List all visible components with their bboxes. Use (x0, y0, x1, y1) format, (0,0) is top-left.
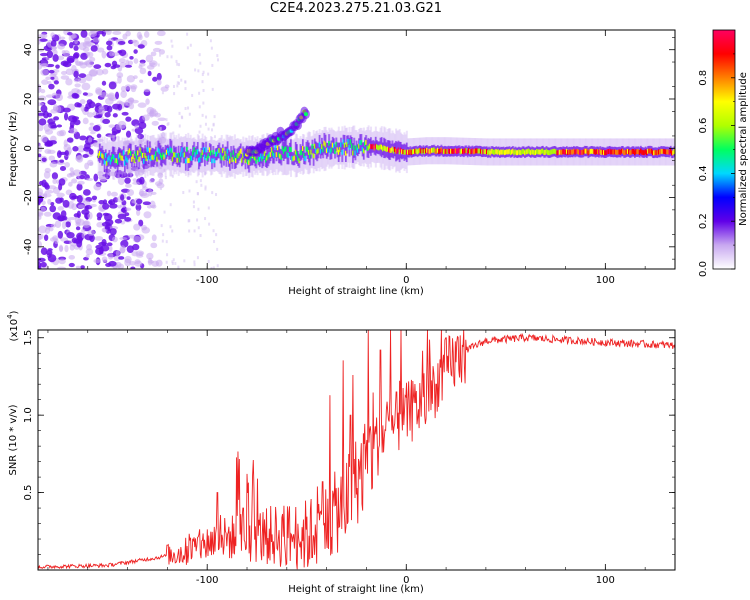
colorbar-tick-label-0.8: 0.8 (698, 70, 709, 86)
spectrogram-panel: -100 0 100 -40 -20 0 20 40 Height of straight l… (8, 29, 676, 297)
spectrogram-image (38, 30, 675, 269)
snr-ytick-label-1.5: 1.5 (23, 330, 34, 346)
figure-title: C2E4.2023.275.21.03.G21 (269, 1, 443, 16)
snr-xtick-label--100: -100 (196, 575, 219, 586)
spectrogram-ytick-label--40: -40 (23, 239, 34, 255)
snr-ytick-label-1.0: 1.0 (23, 407, 34, 423)
colorbar-ticks: 0.0 0.2 0.4 0.6 0.8 (698, 53, 735, 277)
colorbar: 0.0 0.2 0.4 0.6 0.8 Normalized spectral ampl… (698, 29, 749, 277)
spectrogram-xtick-label-0: 0 (403, 275, 409, 286)
snr-xtick-label-0: 0 (403, 575, 409, 586)
snr-series-line (38, 330, 675, 570)
snr-ticks: -100 0 100 0.5 1.0 1.5 (23, 330, 675, 586)
colorbar-scale (712, 29, 736, 270)
spectrogram-ytick-label-20: 20 (23, 93, 34, 106)
colorbar-tick-label-0.4: 0.4 (698, 165, 709, 181)
spectrogram-ytick-label-40: 40 (23, 43, 34, 56)
snr-panel: -100 0 100 0.5 1.0 1.5 Height of straight lin… (6, 310, 676, 595)
spectrogram-xtick-label--100: -100 (196, 275, 219, 286)
snr-ytick-label-0.5: 0.5 (23, 485, 34, 501)
spectrogram-y-axis-label: Frequency (Hz) (8, 111, 19, 187)
snr-y-axis-label: SNR (10 * v/v) (8, 404, 19, 475)
spectrogram-xtick-label-100: 100 (596, 275, 615, 286)
colorbar-label: Normalized spectral amplitude (738, 72, 749, 226)
spectrogram-ytick-label-0: 0 (23, 145, 34, 151)
colorbar-tick-label-0.2: 0.2 (698, 213, 709, 229)
snr-frame (37, 329, 676, 571)
snr-y-multiplier: (x104) (6, 310, 20, 341)
spectrogram-ytick-label--20: -20 (23, 189, 34, 205)
colorbar-tick-label-0.0: 0.0 (698, 261, 709, 277)
snr-x-axis-label: Height of straight line (km) (288, 584, 424, 595)
spectrogram-ticks: -100 0 100 -40 -20 0 20 40 (23, 30, 675, 286)
spectrogram-frame (37, 29, 676, 270)
spectrogram-x-axis-label: Height of straight line (km) (288, 286, 424, 297)
snr-xtick-label-100: 100 (596, 575, 615, 586)
colorbar-tick-label-0.6: 0.6 (698, 118, 709, 134)
